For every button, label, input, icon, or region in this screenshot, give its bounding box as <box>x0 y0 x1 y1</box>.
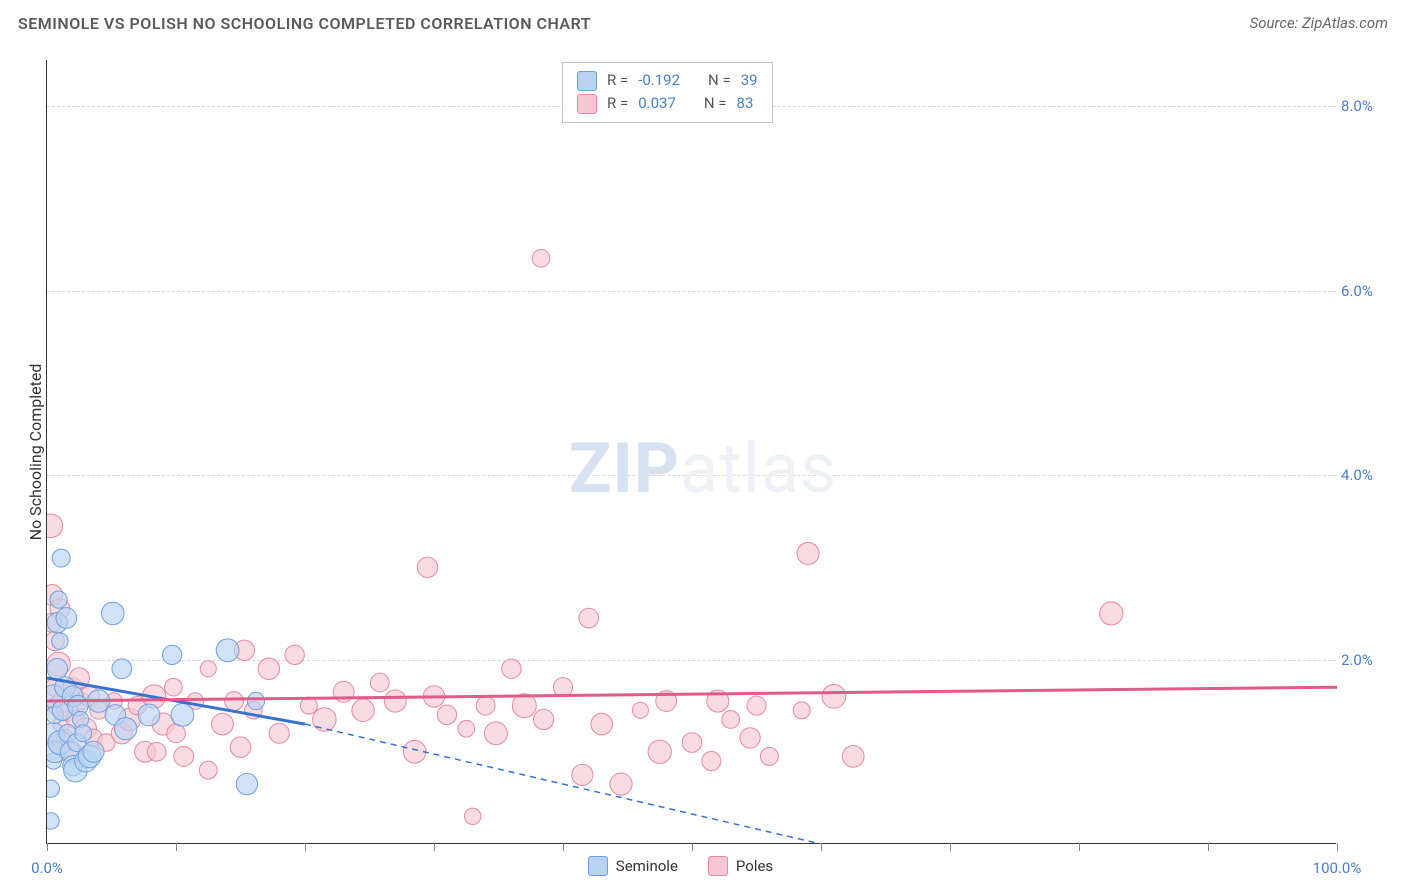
gridline <box>47 291 1336 292</box>
gridline <box>47 660 1336 661</box>
x-tick <box>692 843 693 851</box>
x-tick-label: 100.0% <box>1313 859 1362 877</box>
stats-row-poles: R = 0.037 N = 83 <box>577 92 758 115</box>
x-tick <box>176 843 177 851</box>
seminole-n-value: 39 <box>741 69 758 92</box>
poles-swatch-icon <box>577 94 597 114</box>
x-tick <box>1337 843 1338 851</box>
poles-r-value: 0.037 <box>638 92 676 115</box>
poles-legend-label: Poles <box>736 857 773 875</box>
x-tick <box>434 843 435 851</box>
legend-item-seminole: Seminole <box>588 856 678 876</box>
y-tick-label: 4.0% <box>1341 466 1396 484</box>
stats-legend-box: R = -0.192 N = 39 R = 0.037 N = 83 <box>562 62 773 123</box>
y-tick-label: 2.0% <box>1341 651 1396 669</box>
gridline <box>47 475 1336 476</box>
seminole-swatch-icon <box>588 856 608 876</box>
poles-swatch-icon <box>708 856 728 876</box>
y-axis-title: No Schooling Completed <box>26 364 45 541</box>
chart-title: SEMINOLE VS POLISH NO SCHOOLING COMPLETE… <box>18 14 591 33</box>
r-label: R = <box>607 69 628 92</box>
y-tick-label: 8.0% <box>1341 97 1396 115</box>
x-tick <box>305 843 306 851</box>
x-tick-label: 0.0% <box>31 859 63 877</box>
seminole-legend-label: Seminole <box>616 857 678 875</box>
x-tick <box>821 843 822 851</box>
x-tick <box>1208 843 1209 851</box>
plot-area: 2.0%4.0%6.0%8.0%0.0%100.0% <box>46 60 1336 844</box>
n-label: N = <box>704 92 727 115</box>
r-label: R = <box>607 92 628 115</box>
x-tick <box>563 843 564 851</box>
bottom-legend: Seminole Poles <box>588 856 773 876</box>
stats-row-seminole: R = -0.192 N = 39 <box>577 69 758 92</box>
poles-n-value: 83 <box>737 92 754 115</box>
x-tick <box>47 843 48 851</box>
seminole-swatch-icon <box>577 71 597 91</box>
x-tick <box>950 843 951 851</box>
chart-header: SEMINOLE VS POLISH NO SCHOOLING COMPLETE… <box>0 0 1406 46</box>
y-tick-label: 6.0% <box>1341 282 1396 300</box>
legend-item-poles: Poles <box>708 856 773 876</box>
n-label: N = <box>708 69 731 92</box>
x-tick <box>1079 843 1080 851</box>
chart-source: Source: ZipAtlas.com <box>1250 14 1388 32</box>
chart-svg <box>47 60 1337 844</box>
seminole-r-value: -0.192 <box>638 69 680 92</box>
chart-container: ZIPatlas 2.0%4.0%6.0%8.0%0.0%100.0% No S… <box>0 46 1406 892</box>
